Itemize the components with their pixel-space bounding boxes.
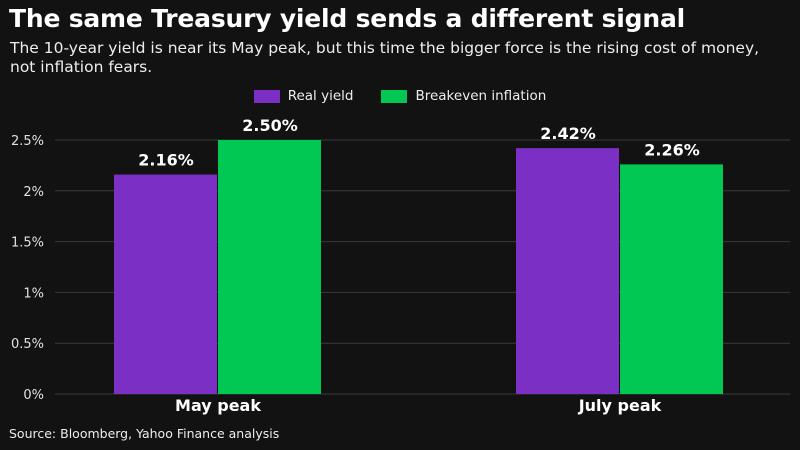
legend-label-breakeven-inflation: Breakeven inflation (415, 88, 547, 104)
bar-real-yield-may-peak (114, 174, 217, 394)
data-label-real-yield-july-peak: 2.42% (540, 124, 596, 143)
x-axis-ticks: May peak July peak (175, 396, 662, 415)
y-axis-ticks: 0% 0.5% 1% 1.5% 2% 2.5% (11, 134, 44, 403)
legend-swatch-breakeven-inflation (381, 89, 408, 103)
legend-item-real-yield: Real yield (253, 88, 354, 104)
y-tick-label: 2.5% (11, 134, 44, 149)
bar-breakeven-inflation-may-peak (218, 140, 321, 394)
x-tick-label-july-peak: July peak (578, 396, 662, 415)
legend: Real yield Breakeven inflation (0, 88, 800, 104)
y-tick-label: 1.5% (11, 236, 44, 251)
y-tick-label: 1% (23, 286, 44, 301)
data-label-breakeven-inflation-may-peak: 2.50% (242, 116, 298, 135)
data-labels: 2.16% 2.50% 2.42% 2.26% (138, 116, 700, 170)
bar-real-yield-july-peak (516, 148, 619, 394)
legend-swatch-real-yield (253, 89, 280, 103)
bars (114, 140, 723, 394)
chart-title: The same Treasury yield sends a differen… (9, 4, 686, 33)
data-label-real-yield-may-peak: 2.16% (138, 151, 194, 170)
legend-label-real-yield: Real yield (287, 88, 354, 104)
source-note: Source: Bloomberg, Yahoo Finance analysi… (9, 426, 280, 441)
y-tick-label: 2% (23, 185, 44, 200)
chart-subtitle: The 10-year yield is near its May peak, … (10, 39, 760, 76)
y-tick-label: 0.5% (11, 337, 44, 352)
x-tick-label-may-peak: May peak (175, 396, 261, 415)
bar-breakeven-inflation-july-peak (620, 164, 723, 394)
data-label-breakeven-inflation-july-peak: 2.26% (644, 140, 700, 159)
y-tick-label: 0% (23, 388, 44, 403)
legend-item-breakeven-inflation: Breakeven inflation (381, 88, 546, 104)
